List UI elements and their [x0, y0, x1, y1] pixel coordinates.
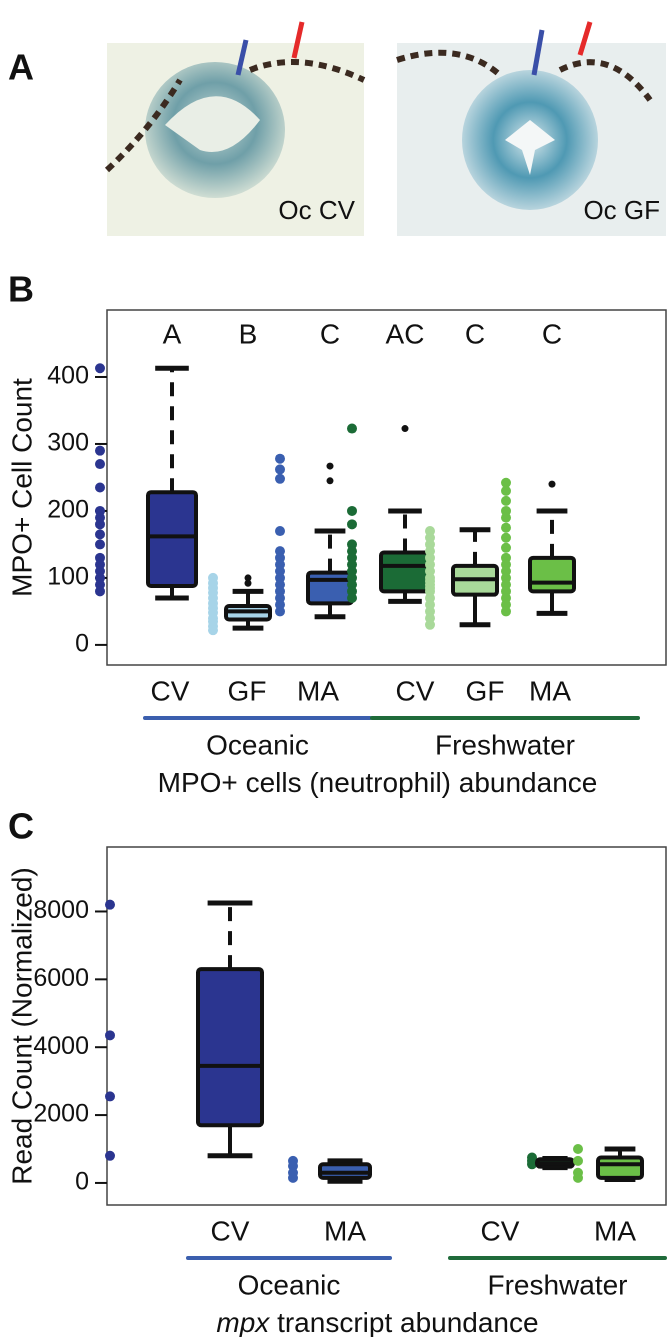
image-caption: Oc CV	[278, 195, 355, 225]
box	[146, 490, 198, 588]
data-point	[95, 519, 105, 530]
data-point	[275, 473, 285, 484]
data-point	[105, 1150, 115, 1161]
x-tick-label: MA	[529, 675, 571, 706]
x-tick-label: CV	[211, 1215, 250, 1246]
y-tick-label: 0	[75, 1168, 89, 1196]
x-axis-label-text: transcript abundance	[277, 1307, 539, 1337]
outlier	[326, 462, 334, 470]
x-tick-label: MA	[297, 675, 339, 706]
data-point	[95, 529, 105, 540]
data-point	[501, 522, 511, 533]
data-point	[275, 526, 285, 537]
y-axis-label: Read Count (Normalized)	[6, 867, 37, 1184]
data-point	[95, 445, 105, 456]
x-axis-label: MPO+ cells (neutrophil) abundance	[158, 767, 598, 798]
micrograph: Oc GF	[396, 21, 666, 236]
micrograph: Oc CV	[104, 21, 366, 236]
image-caption: Oc GF	[583, 195, 660, 225]
data-point	[347, 519, 357, 530]
data-point	[527, 1159, 537, 1170]
group-label: Freshwater	[435, 729, 575, 760]
data-point	[347, 593, 357, 604]
x-tick-label: GF	[228, 675, 267, 706]
group-label: Oceanic	[206, 729, 309, 760]
data-point	[573, 1172, 583, 1183]
plot-frame	[106, 846, 667, 1206]
x-tick-label: MA	[594, 1215, 636, 1246]
x-axis-label-italic: mpx	[216, 1307, 270, 1337]
data-point	[95, 482, 105, 493]
y-tick-label: 200	[47, 496, 89, 524]
plot-frame	[106, 309, 667, 666]
data-point	[501, 512, 511, 523]
box	[596, 1155, 644, 1180]
significance-letter: C	[465, 318, 485, 349]
y-tick-label: 8000	[33, 896, 89, 924]
data-point	[105, 899, 115, 910]
box	[528, 555, 576, 594]
box	[196, 967, 264, 1128]
y-tick-label: 300	[47, 429, 89, 457]
data-point	[501, 485, 511, 496]
x-tick-label: CV	[151, 675, 190, 706]
x-axis-label-space	[269, 1307, 277, 1337]
significance-letter: A	[163, 318, 182, 349]
outlier	[401, 425, 409, 433]
data-point	[501, 532, 511, 543]
data-point	[275, 453, 285, 464]
significance-letter: C	[542, 318, 562, 349]
significance-letter: AC	[386, 318, 425, 349]
data-point	[95, 363, 105, 374]
panel-letter: B	[8, 269, 34, 310]
data-point	[501, 477, 511, 488]
outlier	[244, 579, 252, 587]
significance-letter: B	[239, 318, 258, 349]
y-tick-label: 6000	[33, 964, 89, 992]
y-tick-label: 2000	[33, 1100, 89, 1128]
data-point	[425, 619, 435, 630]
data-point	[347, 505, 357, 516]
x-tick-label: GF	[466, 675, 505, 706]
y-axis-label: MPO+ Cell Count	[6, 378, 37, 597]
data-point	[95, 459, 105, 470]
panel-letter: C	[8, 806, 34, 847]
data-point	[95, 539, 105, 550]
box	[379, 550, 431, 594]
data-point	[275, 606, 285, 617]
x-tick-label: CV	[481, 1215, 520, 1246]
data-point	[105, 1030, 115, 1041]
outlier	[244, 574, 252, 582]
y-tick-label: 100	[47, 563, 89, 591]
group-label: Oceanic	[238, 1269, 341, 1300]
significance-letter: C	[320, 318, 340, 349]
group-label: Freshwater	[487, 1269, 627, 1300]
data-point	[501, 542, 511, 553]
data-point	[288, 1172, 298, 1183]
data-point	[573, 1144, 583, 1155]
data-point	[573, 1155, 583, 1166]
data-point	[347, 423, 357, 434]
data-point	[501, 606, 511, 617]
x-axis-label: mpx transcript abundance	[216, 1307, 538, 1337]
data-point	[275, 464, 285, 475]
outlier	[326, 477, 334, 485]
x-axis-label-text: MPO+ cells (neutrophil) abundance	[158, 767, 598, 798]
y-tick-label: 0	[75, 630, 89, 658]
data-point	[105, 1091, 115, 1102]
x-tick-label: MA	[324, 1215, 366, 1246]
data-point	[95, 586, 105, 597]
box	[306, 570, 354, 606]
x-tick-label: CV	[396, 675, 435, 706]
data-point	[501, 495, 511, 506]
panel-letter: A	[8, 47, 34, 88]
y-tick-label: 4000	[33, 1032, 89, 1060]
y-tick-label: 400	[47, 362, 89, 390]
data-point	[208, 625, 218, 636]
outlier	[548, 480, 556, 488]
